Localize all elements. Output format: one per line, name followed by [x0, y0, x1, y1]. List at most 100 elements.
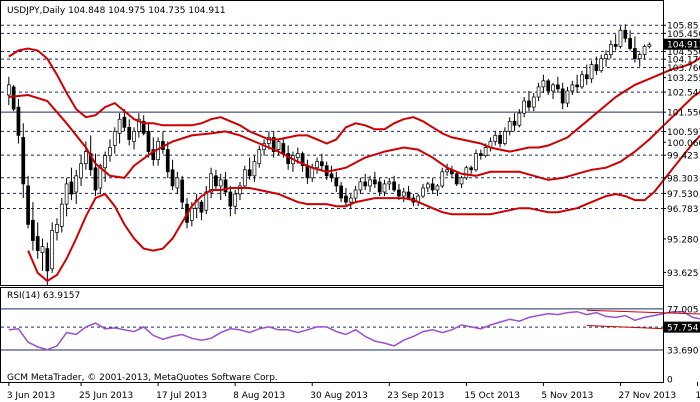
bollinger-upper-band [8, 47, 700, 153]
candle-body [575, 84, 579, 88]
x-tick-label: 17 Jul 2013 [156, 391, 207, 401]
candle-body [6, 84, 11, 96]
rsi-tick-label: 77.005 [667, 305, 699, 315]
candle-body [647, 44, 652, 47]
candle-body [137, 118, 141, 132]
candle-body [281, 143, 286, 154]
candle-body [271, 137, 276, 152]
candle-body [560, 88, 565, 104]
x-tick-label: 8 Aug 2013 [233, 391, 285, 401]
rsi-panel[interactable] [1, 308, 700, 351]
price-tick-label: 95.280 [667, 235, 699, 245]
candle-body [267, 137, 271, 144]
candle-body [392, 181, 396, 191]
candle-body [112, 131, 117, 146]
candle-body [88, 153, 93, 171]
candle-body [84, 151, 88, 165]
candle-body [334, 177, 339, 187]
candle-body [580, 74, 584, 88]
candle-body [618, 29, 623, 47]
candle-body [21, 137, 26, 185]
candle-body [329, 173, 334, 179]
candle-body [642, 46, 647, 55]
price-tick-label: 100.060 [667, 139, 700, 149]
candle-body [141, 120, 146, 134]
candle-body [103, 155, 107, 169]
x-tick-label: 3 Jun 2013 [7, 391, 55, 401]
price-tick-label: 102.543 [667, 89, 700, 99]
candle-body [454, 173, 459, 185]
candle-body [517, 112, 522, 126]
candle-body [604, 54, 608, 59]
copyright-footer: GCM MetaTrader, © 2001-2013, MetaQuotes … [7, 373, 278, 383]
candle-body [228, 191, 233, 207]
price-panel[interactable] [1, 18, 700, 285]
candle-body [233, 193, 238, 207]
candle-body [498, 135, 502, 144]
candle-body [242, 169, 247, 187]
candle-body [469, 167, 474, 171]
price-tick-label: 93.625 [667, 269, 699, 279]
candle-body [247, 169, 252, 177]
candle-body [594, 64, 599, 72]
candle-body [16, 106, 21, 136]
candle-body [199, 201, 204, 213]
rsi-trendline [586, 309, 700, 315]
price-tick-label: 96.783 [667, 205, 699, 215]
candle-body [74, 175, 79, 193]
price-tick-label: 105.85 [667, 22, 699, 32]
candle-body [108, 147, 112, 156]
candle-body [633, 48, 637, 59]
candle-body [93, 167, 98, 191]
candle-body [565, 90, 570, 104]
candle-body [445, 169, 449, 173]
price-tick-label: 105.450 [667, 30, 700, 40]
rsi-value-marker [664, 321, 700, 333]
price-tick-label: 104.171 [667, 56, 700, 66]
candle-body [295, 153, 300, 158]
candle-body [223, 179, 228, 193]
current-price-marker [664, 38, 700, 50]
candle-body [536, 86, 541, 98]
candle-body [344, 195, 348, 203]
candle-body [459, 177, 464, 185]
candle-body [483, 147, 488, 156]
candle-body [584, 74, 589, 80]
candle-body [122, 116, 127, 128]
bollinger-middle-band [8, 90, 700, 181]
candle-body [31, 219, 35, 241]
candle-body [570, 84, 575, 92]
candle-body [512, 120, 517, 126]
candle-body [305, 165, 310, 179]
x-tick-label: 5 Nov 2013 [541, 391, 593, 401]
price-tick-label: 103.255 [667, 74, 700, 84]
candle-body [132, 131, 136, 142]
candle-body [170, 169, 175, 187]
candle-body [286, 153, 291, 165]
price-tick-label: 104.911 [667, 41, 700, 51]
candle-body [608, 44, 613, 55]
candle-body [368, 179, 372, 187]
candle-body [401, 191, 406, 197]
rsi-tick-label: 0 [667, 376, 673, 386]
candle-body [493, 135, 498, 142]
candle-body [377, 181, 382, 193]
candle-body [50, 230, 55, 270]
candle-body [387, 181, 392, 185]
candle-body [146, 131, 151, 152]
candle-body [363, 181, 368, 187]
candle-body [45, 248, 50, 272]
candle-body [546, 80, 551, 92]
candle-body [175, 177, 180, 189]
rsi-line [8, 310, 700, 351]
price-tick-label: 98.303 [667, 174, 699, 184]
candle-body [209, 173, 213, 193]
price-tick-label: 103.760 [667, 64, 700, 74]
candle-body [531, 96, 536, 108]
candle-body [541, 80, 546, 88]
candle-body [59, 203, 64, 227]
candle-body [507, 120, 512, 132]
candle-body [527, 100, 531, 108]
